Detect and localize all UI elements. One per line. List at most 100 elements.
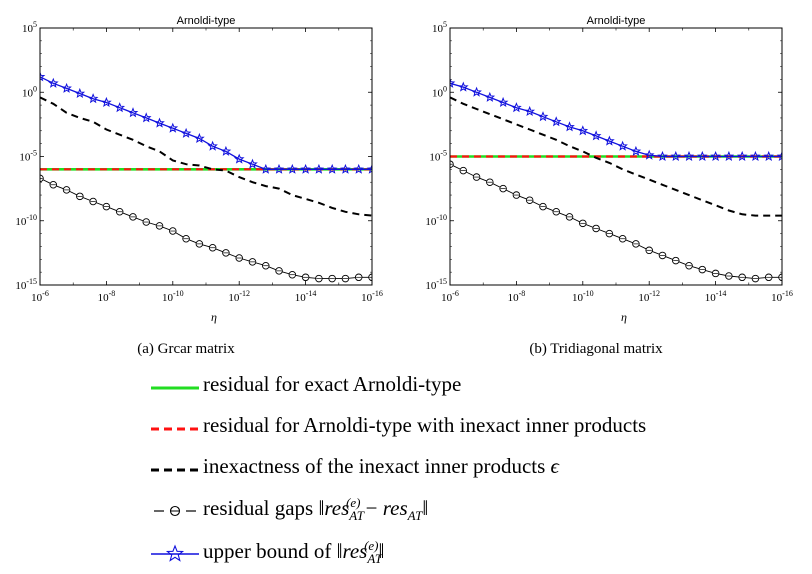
x-tick-label: 10-8 (98, 289, 116, 304)
series-line-gap (450, 163, 782, 280)
point-ub (340, 163, 351, 174)
series-line-eps (40, 96, 372, 217)
series-line-ub (450, 82, 782, 158)
point-ub (154, 117, 165, 128)
y-tick-label: 10-10 (15, 213, 37, 228)
point-ub (577, 125, 589, 136)
point-ub (736, 150, 748, 162)
y-tick-label: 100 (432, 84, 447, 99)
ub-res-e-at: resAT(e) (342, 538, 383, 567)
point-ub (471, 86, 482, 97)
y-tick-label: 10-5 (429, 149, 447, 164)
point-ub (127, 107, 139, 118)
series-line-gap (40, 177, 372, 280)
point-ub (194, 132, 205, 144)
point-ub (353, 163, 365, 174)
chart-title: Arnoldi-type (177, 15, 236, 27)
point-ub (670, 150, 682, 162)
epsilon-symbol: ϵ (550, 454, 560, 478)
x-axis-label: η (211, 310, 217, 324)
point-ub (286, 163, 298, 174)
x-tick-label: 10-16 (771, 289, 793, 304)
legend-eps-text: inexactness of the inexact inner product… (203, 454, 546, 478)
point-ub (167, 122, 179, 133)
point-ub (776, 150, 782, 162)
panel-b: Arnoldi-type 10-6 10-8 10-10 10-12 10-14 10-16… (425, 15, 793, 357)
point-ub (643, 149, 655, 160)
point-ub (497, 96, 509, 108)
point-ub (564, 121, 575, 132)
point-ub (683, 150, 695, 162)
y-tick-label: 10-15 (15, 277, 37, 292)
plot-frame (449, 27, 783, 286)
y-tick-label: 105 (432, 20, 447, 35)
x-tick-label: 10-12 (638, 289, 660, 304)
point-ub (450, 77, 456, 88)
point-ub (140, 112, 152, 123)
x-tick-label: 10-10 (572, 289, 594, 304)
point-ub (630, 145, 642, 156)
point-ub (180, 127, 192, 138)
legend-label-inexact: residual for Arnoldi-type with inexact i… (203, 413, 647, 437)
point-ub (233, 153, 245, 164)
panel-caption: (a) Grcar matrix (137, 341, 235, 357)
res-e-at: resAT(e) (324, 495, 364, 524)
x-tick-label: 10-14 (705, 289, 727, 304)
point-ub (457, 81, 469, 92)
point-ub (247, 158, 258, 169)
panel-caption: (b) Tridiagonal matrix (529, 341, 663, 357)
x-tick-label: 10-6 (31, 289, 49, 304)
x-tick-label: 10-14 (295, 289, 317, 304)
res-at: resAT (382, 496, 423, 524)
point-ub (697, 150, 708, 162)
legend-label-gap: residual gaps ‖resAT(e) − resAT‖ (203, 495, 429, 524)
x-tick-label: 10-16 (361, 289, 383, 304)
x-axis-label: η (621, 310, 627, 324)
point-ub (723, 150, 735, 162)
plot-area (40, 71, 372, 283)
point-ub (484, 91, 496, 102)
x-tick-label: 10-6 (441, 289, 459, 304)
point-ub (366, 163, 372, 174)
y-tick-label: 10-5 (19, 149, 37, 164)
plot-area (450, 77, 782, 283)
legend-ub-text: upper bound of (203, 539, 332, 563)
point-ub (511, 102, 522, 113)
plot-frame (39, 27, 373, 286)
point-ub (101, 96, 112, 108)
figure: Arnoldi-type 10-6 10-8 10-10 10-12 10-14 10-16… (15, 15, 793, 357)
legend-label-ub: upper bound of ‖resAT(e)‖ (203, 538, 385, 567)
y-tick-label: 10-10 (425, 213, 447, 228)
y-tick-label: 10-15 (425, 277, 447, 292)
point-ub (590, 130, 602, 141)
point-ub (260, 163, 272, 174)
point-ub (207, 140, 218, 151)
point-ub (550, 116, 562, 127)
legend-symbol-exact (151, 386, 199, 390)
point-ub (750, 150, 761, 162)
y-tick-label: 100 (22, 84, 37, 99)
legend-label-exact: residual for exact Arnoldi-type (203, 372, 462, 396)
legend-symbol-inexact (151, 427, 199, 431)
legend-symbol-gap (154, 505, 196, 517)
series-line-ub (40, 76, 372, 170)
y-tick-label: 105 (22, 20, 37, 35)
x-tick-label: 10-8 (508, 289, 526, 304)
point-ub (87, 93, 99, 104)
chart-title: Arnoldi-type (587, 15, 646, 27)
point-ub (114, 102, 126, 113)
point-ub (220, 145, 232, 156)
panel-a: Arnoldi-type 10-6 10-8 10-10 10-12 10-14 10-16… (15, 15, 383, 357)
point-ub (273, 163, 285, 174)
x-tick-label: 10-10 (162, 289, 184, 304)
point-ub (657, 150, 668, 162)
point-ub (40, 71, 46, 82)
legend-label-eps: inexactness of the inexact inner product… (203, 454, 559, 479)
legend-gap-text: residual gaps (203, 496, 314, 520)
legend-symbol-eps (151, 468, 199, 472)
point-ub (763, 150, 774, 162)
point-ub (300, 163, 311, 174)
legend-symbol-ub (151, 544, 199, 562)
point-ub (61, 82, 72, 93)
point-ub (617, 140, 628, 151)
